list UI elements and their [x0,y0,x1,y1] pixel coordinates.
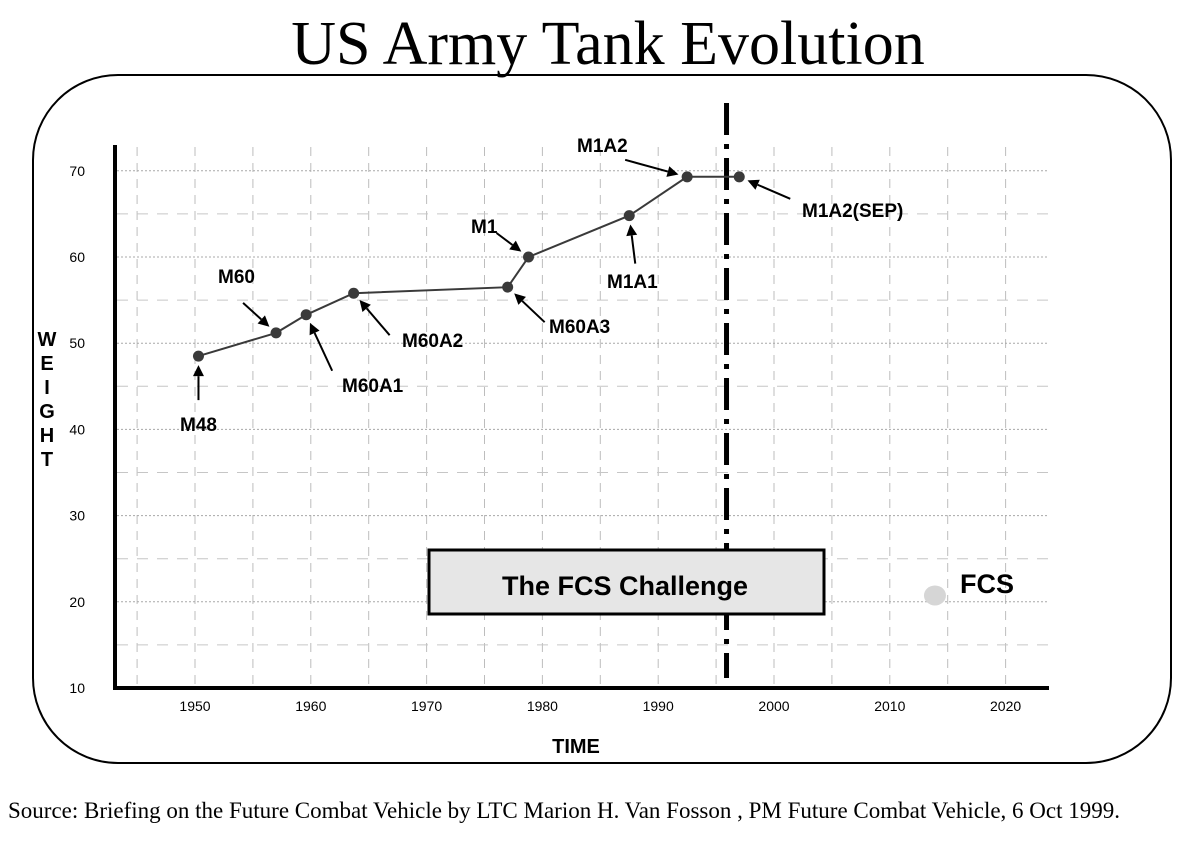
axes-layer [113,145,1049,690]
x-tick-label: 1960 [295,698,326,714]
y-tick-label: 20 [69,594,85,610]
y-axis-title-letter: I [44,377,50,399]
annotation-layer: M48 M60 M60A1 M60A2 M60A3 M1 M1A1 M1A2 M1A2(SEP)… [180,136,1014,599]
x-tick-label: 1970 [411,698,442,714]
fcs-challenge-box: The FCS Challenge [427,548,826,616]
series-layer [192,171,946,606]
chart-frame [32,74,1172,764]
x-axis-title: TIME [552,736,600,758]
data-point [348,287,360,299]
label-arrow-head [666,166,679,177]
data-point [733,171,745,183]
tank-evolution-chart: US Army Tank Evolution 1950 1960 1970 1980 1… [32,10,1172,764]
x-tick-label: 1980 [527,698,558,714]
label-arrow-shaft [313,332,334,372]
fcs-challenge-rect [427,548,826,616]
y-tick-label: 40 [69,421,85,437]
x-tick-label: 1950 [179,698,210,714]
y-axis-title-letter: W [38,329,57,351]
y-tick-label: 70 [69,163,85,179]
label-arrow-shaft [521,300,546,323]
point-label: M60A3 [549,317,610,338]
y-tick-label: 60 [69,249,85,265]
y-axis-title-letter: G [39,401,55,423]
data-point [523,251,535,263]
label-arrow-shaft [365,307,391,336]
label-arrow-head [359,300,371,312]
y-axis-title-letter: H [40,425,54,447]
label-arrow-head [626,224,638,237]
point-label: M1A2(SEP) [802,201,903,222]
label-arrow-head [257,315,270,327]
label-arrow-head [747,179,760,190]
y-axis-title-letter: T [41,449,53,471]
x-tick-label: 2020 [990,698,1021,714]
label-arrow-shaft [495,232,514,246]
label-arrow-shaft [757,183,791,200]
label-arrow-shaft [624,158,669,173]
data-point [192,350,204,362]
point-label: M60A1 [342,376,404,397]
point-label: M1A2 [577,136,628,157]
point-label: M1A1 [607,272,658,293]
label-arrow-head [509,240,522,252]
point-label: M1 [471,217,498,238]
tick-labels: 1950 1960 1970 1980 1990 2000 2010 2020 10 20 30 40… [69,163,1021,714]
fcs-challenge-text: The FCS Challenge [502,571,748,601]
data-point [300,309,312,321]
data-point [270,327,282,339]
label-arrow-shaft [242,302,262,321]
x-tick-label: 2010 [874,698,905,714]
data-point [681,171,693,183]
x-tick-label: 1990 [643,698,674,714]
label-arrow-shaft [630,235,637,264]
y-tick-label: 50 [69,335,85,351]
point-label: M60A2 [402,331,463,352]
fcs-label: FCS [960,569,1014,599]
x-tick-label: 2000 [758,698,789,714]
y-tick-label: 30 [69,508,85,524]
fcs-point [923,585,946,606]
point-label: M60 [218,267,255,288]
y-tick-label: 10 [69,680,85,696]
chart-title: US Army Tank Evolution [291,10,924,78]
label-arrow-head [514,293,526,305]
label-arrow-head [309,322,320,336]
data-point [623,210,635,222]
point-label: M48 [180,415,217,436]
data-point [502,281,514,293]
label-arrow-head [192,365,204,377]
y-axis-title-letter: E [40,353,53,375]
source-note: Source: Briefing on the Future Combat Ve… [8,798,1121,823]
